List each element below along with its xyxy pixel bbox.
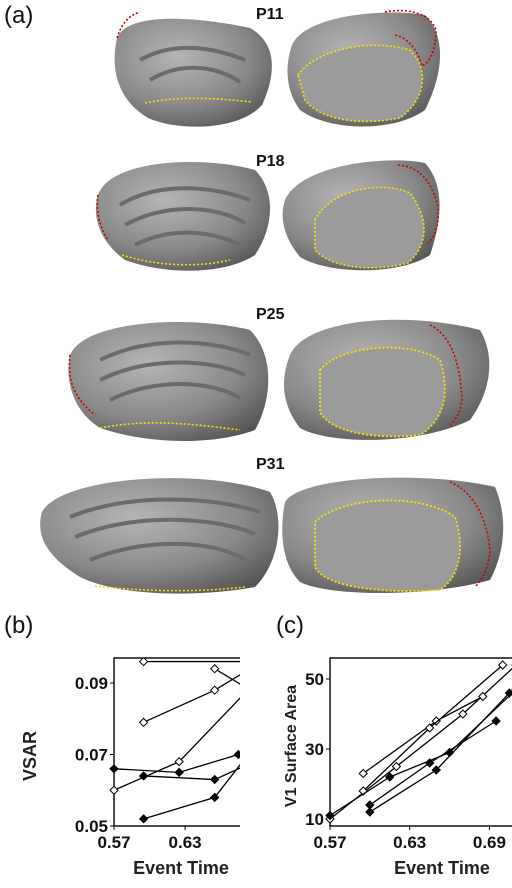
x-tick-label: 0.57 [313, 833, 346, 852]
data-point [424, 758, 435, 768]
brain-row-p18: P18 [0, 145, 512, 285]
x-tick-label: 0.69 [473, 833, 506, 852]
series-line-5 [369, 692, 510, 813]
data-point [491, 716, 501, 726]
y-tick-label: 30 [305, 740, 324, 759]
x-axis-label: Event Time [133, 858, 229, 878]
brain-row-label: P25 [256, 306, 285, 323]
panel-label-b: (b) [4, 612, 34, 639]
brain-row-p25: P25 [0, 300, 512, 450]
series-line-0 [329, 667, 512, 820]
x-axis-label: Event Time [394, 858, 490, 878]
red-border-lateral [116, 11, 141, 39]
brain-row-p11: P11 [0, 0, 512, 140]
data-point [504, 688, 512, 698]
y-axis-label: V1 Surface Area [283, 685, 300, 807]
brain-surfaces-p25 [68, 319, 490, 442]
data-point [209, 685, 220, 695]
y-tick-label: 0.07 [75, 746, 108, 765]
brain-row-label: P11 [256, 6, 284, 23]
data-point [209, 774, 220, 785]
data-point [391, 761, 402, 772]
data-point [209, 792, 220, 803]
brain-row-label: P18 [256, 153, 285, 170]
panel-label-a: (a) [4, 2, 34, 29]
data-point [424, 723, 435, 733]
data-point [358, 786, 368, 796]
series-line-2 [113, 697, 240, 791]
data-point [233, 749, 240, 760]
data-point [138, 814, 149, 824]
yellow-border-lateral [144, 97, 253, 104]
brain-surfaces-p18 [95, 160, 440, 271]
plot-frame [113, 657, 240, 827]
data-point [358, 768, 368, 779]
brain-surfaces-p11 [114, 9, 440, 127]
panel-label-c: (c) [276, 612, 304, 639]
y-tick-label: 10 [305, 810, 324, 829]
y-axis-label: VSAR [20, 731, 40, 781]
plot-frame [329, 657, 512, 827]
y-tick-label: 0.05 [75, 817, 108, 836]
data-point [458, 709, 468, 719]
data-point [431, 765, 441, 775]
brain-surfaces-p31 [40, 477, 504, 594]
brain-row-p31: P31 [0, 452, 512, 602]
y-tick-label: 50 [305, 670, 324, 689]
brain-row-label: P31 [256, 456, 285, 473]
x-tick-label: 0.63 [169, 833, 202, 852]
data-point [498, 660, 508, 670]
x-tick-label: 0.63 [393, 833, 426, 852]
data-point [209, 664, 220, 674]
data-point [109, 785, 119, 795]
data-point [138, 717, 149, 728]
data-point [138, 771, 149, 781]
chart-vsar: VSAR Event Time 0.570.630.690.050.070.09 [20, 656, 240, 878]
data-point [109, 764, 119, 774]
data-point [138, 656, 149, 667]
data-point [478, 691, 488, 702]
lateral-surface-p18 [95, 162, 270, 271]
red-border-medial [384, 9, 437, 68]
data-point [365, 807, 375, 817]
data-point [174, 767, 184, 778]
yellow-border-medial [297, 44, 424, 123]
y-tick-label: 0.09 [75, 674, 108, 693]
lateral-surface-p11 [114, 18, 272, 127]
chart-v1-surface-area: V1 Surface Area Event Time 0.57 0.63 0.69 1… [283, 657, 512, 878]
x-tick-label: 0.57 [97, 833, 130, 852]
data-point [385, 772, 395, 782]
data-point [174, 756, 184, 767]
data-point [325, 810, 335, 821]
series-line-3 [214, 668, 240, 685]
